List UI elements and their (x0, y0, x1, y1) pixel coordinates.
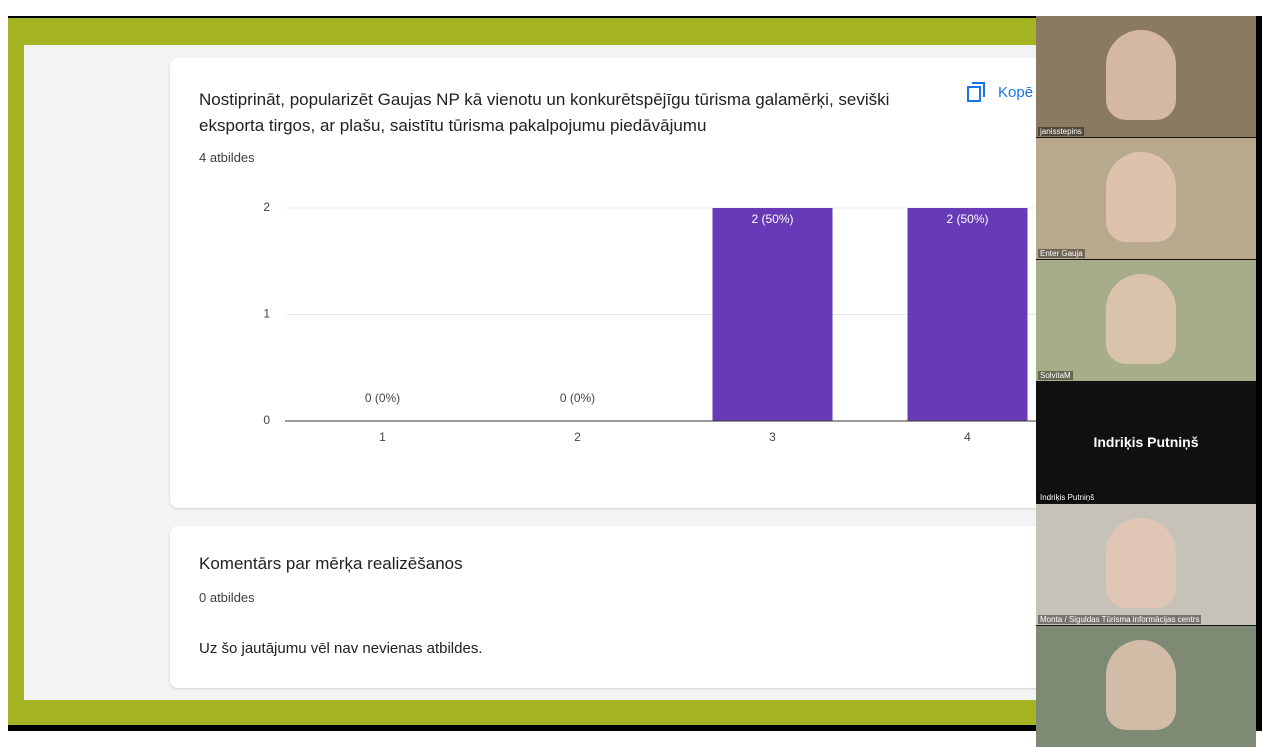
participant-video (1106, 518, 1176, 608)
video-tile (1036, 626, 1256, 747)
bar (713, 208, 833, 421)
participant-video (1106, 640, 1176, 730)
participant-name: Indriķis Putniņš (1036, 434, 1256, 450)
value-label: 0 (0%) (560, 391, 595, 405)
value-label: 0 (0%) (365, 391, 400, 405)
participant-video (1106, 274, 1176, 364)
slide-band (8, 700, 1038, 725)
video-tile: Indriķis Putniņš Indriķis Putniņš (1036, 382, 1256, 503)
value-label: 2 (50%) (946, 212, 988, 226)
video-tile: SolvitaM (1036, 260, 1256, 381)
x-tick-label: 3 (769, 430, 776, 444)
video-tile: janisstepins (1036, 16, 1256, 137)
participant-label: Enter Gauja (1038, 249, 1085, 258)
participant-label: Indriķis Putniņš (1038, 493, 1096, 502)
y-tick-label: 0 (263, 413, 270, 427)
x-tick-label: 4 (964, 430, 971, 444)
response-count: 0 atbildes (199, 590, 255, 605)
participant-label: janisstepins (1038, 127, 1084, 136)
video-tile: Enter Gauja (1036, 138, 1256, 259)
participant-video (1106, 152, 1176, 242)
chart: 0 1 2 1 0 (0%) 2 0 (0%) 3 2 (50%) 4 2 (50%) (0, 0, 1040, 460)
participant-video (1106, 30, 1176, 120)
participant-label: Monta / Siguldas Tūrisma informācijas ce… (1038, 615, 1201, 624)
x-tick-label: 2 (574, 430, 581, 444)
video-panel: janisstepins Enter Gauja SolvitaM Indriķis … (1036, 16, 1256, 731)
screen: {"form": { "question1": {"title": "Nosti… (0, 0, 1262, 731)
y-tick-label: 2 (263, 200, 270, 214)
participant-label: SolvitaM (1038, 371, 1073, 380)
value-label: 2 (50%) (751, 212, 793, 226)
question-title: Komentārs par mērķa realizēšanos (199, 551, 463, 577)
x-tick-label: 1 (379, 430, 386, 444)
y-tick-label: 1 (263, 307, 270, 321)
video-tile: Monta / Siguldas Tūrisma informācijas ce… (1036, 504, 1256, 625)
bar (908, 208, 1028, 421)
empty-message: Uz šo jautājumu vēl nav nevienas atbilde… (199, 640, 483, 657)
